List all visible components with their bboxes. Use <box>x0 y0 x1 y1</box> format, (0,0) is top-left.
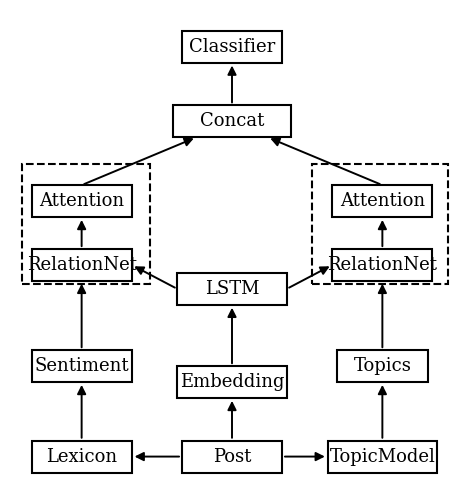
Text: RelationNet: RelationNet <box>26 256 136 274</box>
Bar <box>22 164 150 283</box>
FancyBboxPatch shape <box>332 249 432 281</box>
FancyBboxPatch shape <box>31 441 131 473</box>
Text: Post: Post <box>213 448 250 466</box>
Bar <box>311 164 447 283</box>
FancyBboxPatch shape <box>181 31 282 63</box>
FancyBboxPatch shape <box>31 249 131 281</box>
FancyBboxPatch shape <box>31 185 131 217</box>
Text: Classifier: Classifier <box>188 38 275 56</box>
Text: LSTM: LSTM <box>204 280 259 298</box>
Text: Attention: Attention <box>339 192 424 210</box>
Text: Concat: Concat <box>200 112 263 130</box>
Text: RelationNet: RelationNet <box>327 256 437 274</box>
FancyBboxPatch shape <box>31 350 131 382</box>
FancyBboxPatch shape <box>181 441 282 473</box>
Text: Lexicon: Lexicon <box>46 448 117 466</box>
Text: Attention: Attention <box>39 192 124 210</box>
FancyBboxPatch shape <box>327 441 436 473</box>
Text: Sentiment: Sentiment <box>34 357 129 375</box>
FancyBboxPatch shape <box>177 366 286 398</box>
Text: TopicModel: TopicModel <box>329 448 434 466</box>
Text: Topics: Topics <box>353 357 410 375</box>
FancyBboxPatch shape <box>332 185 432 217</box>
FancyBboxPatch shape <box>336 350 427 382</box>
FancyBboxPatch shape <box>177 273 286 305</box>
FancyBboxPatch shape <box>172 105 291 137</box>
Text: Embedding: Embedding <box>179 373 284 391</box>
